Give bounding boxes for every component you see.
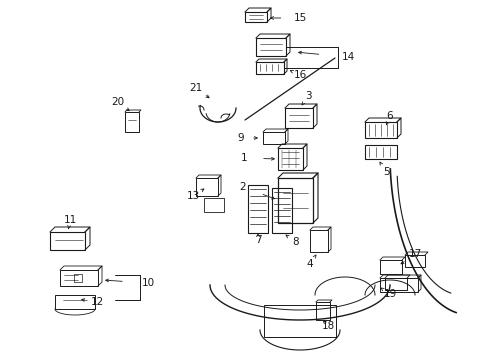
- Text: 6: 6: [386, 111, 392, 121]
- Text: 10: 10: [141, 278, 154, 288]
- Text: 8: 8: [292, 237, 299, 247]
- Bar: [50, 232, 85, 250]
- Bar: [247, 185, 267, 233]
- Bar: [364, 122, 396, 138]
- Text: 16: 16: [293, 70, 306, 80]
- Text: 14: 14: [341, 52, 354, 62]
- Text: 5: 5: [382, 167, 388, 177]
- Bar: [55, 295, 95, 309]
- Text: 4: 4: [306, 259, 313, 269]
- Text: 20: 20: [111, 97, 124, 107]
- Bar: [404, 255, 424, 267]
- Bar: [125, 112, 139, 132]
- Text: 7: 7: [254, 235, 261, 245]
- Bar: [309, 230, 327, 252]
- Bar: [384, 278, 406, 290]
- Text: 19: 19: [383, 289, 396, 299]
- Bar: [60, 270, 98, 286]
- Bar: [203, 198, 224, 212]
- Text: 11: 11: [63, 215, 77, 225]
- Bar: [379, 260, 401, 274]
- Text: 3: 3: [304, 91, 311, 101]
- Text: 2: 2: [239, 182, 246, 192]
- Bar: [74, 274, 82, 282]
- Bar: [244, 12, 266, 22]
- Bar: [364, 145, 396, 159]
- Bar: [196, 178, 218, 196]
- Bar: [264, 305, 335, 337]
- Bar: [379, 278, 417, 292]
- Text: 21: 21: [189, 83, 202, 93]
- Text: 9: 9: [237, 133, 244, 143]
- Text: 17: 17: [407, 249, 421, 259]
- Bar: [278, 178, 312, 223]
- Bar: [285, 108, 312, 128]
- Text: 15: 15: [293, 13, 306, 23]
- Text: 13: 13: [186, 191, 199, 201]
- Bar: [263, 132, 285, 144]
- Bar: [315, 302, 329, 320]
- Bar: [256, 62, 284, 74]
- Bar: [271, 188, 291, 233]
- Bar: [256, 38, 285, 56]
- Text: 1: 1: [240, 153, 247, 163]
- Text: 18: 18: [321, 321, 334, 331]
- Bar: [278, 148, 303, 170]
- Text: 12: 12: [90, 297, 103, 307]
